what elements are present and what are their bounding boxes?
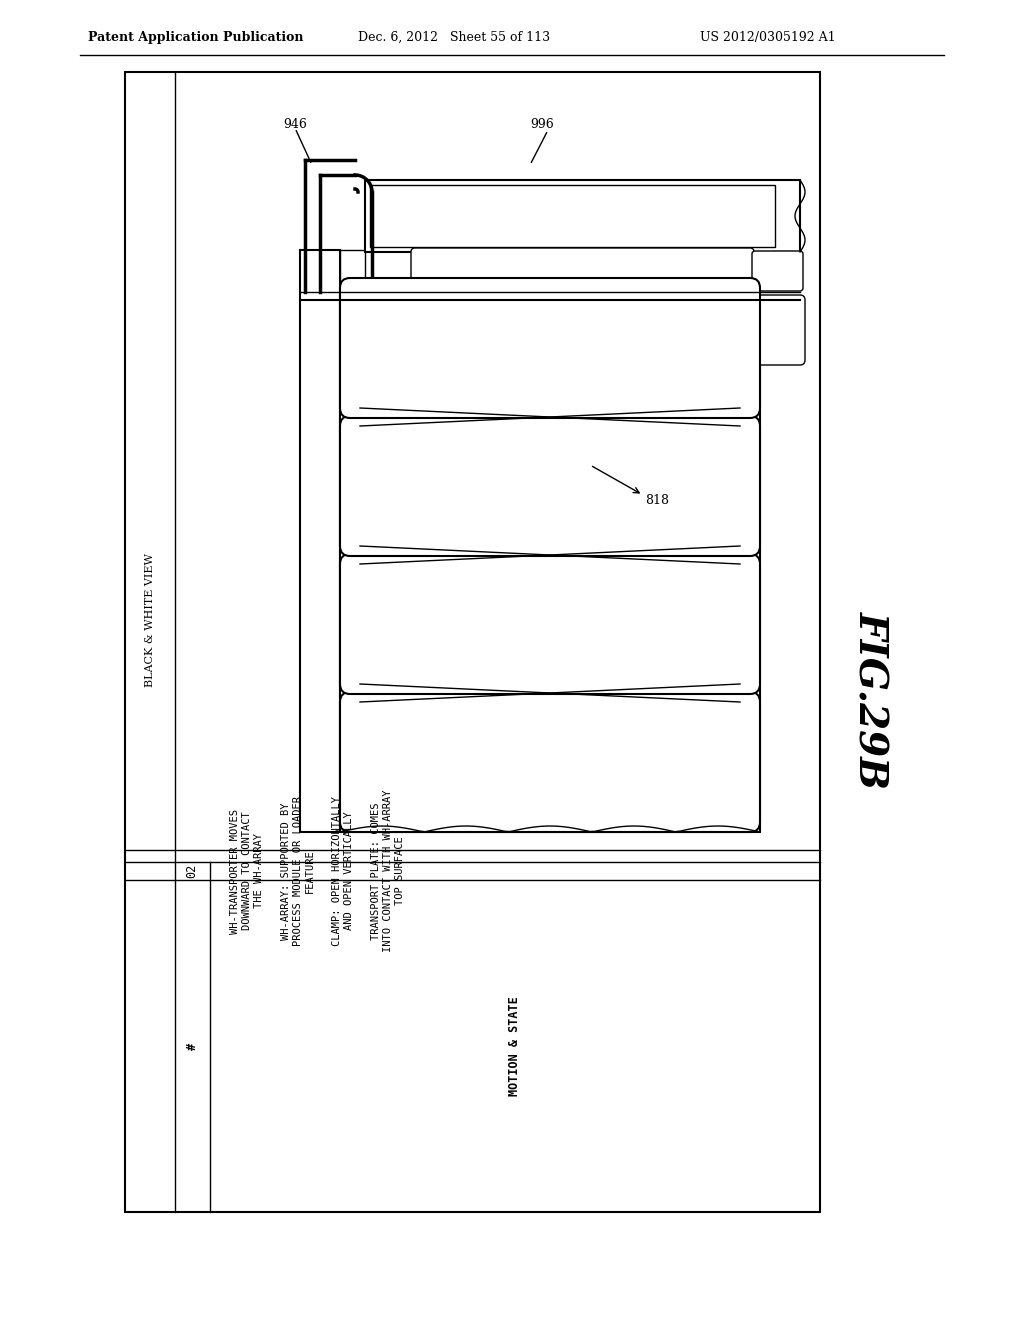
Text: Patent Application Publication: Patent Application Publication	[88, 30, 303, 44]
FancyBboxPatch shape	[752, 251, 803, 290]
Text: DOWNWARD TO CONTACT: DOWNWARD TO CONTACT	[242, 812, 252, 931]
Text: THE WH-ARRAY: THE WH-ARRAY	[254, 833, 264, 908]
Bar	[340, 300, 760, 832]
Bar	[365, 180, 800, 252]
Text: 818: 818	[645, 494, 669, 507]
FancyBboxPatch shape	[340, 554, 760, 694]
Text: TOP SURFACE: TOP SURFACE	[395, 837, 406, 906]
Text: FEATURE: FEATURE	[305, 849, 315, 892]
Text: WH-TRANSPORTER MOVES: WH-TRANSPORTER MOVES	[230, 808, 240, 933]
FancyBboxPatch shape	[340, 279, 760, 418]
Text: PROCESS MODULE OR LOADER: PROCESS MODULE OR LOADER	[293, 796, 303, 946]
Text: 946: 946	[283, 119, 307, 132]
Text: FIG.29B: FIG.29B	[851, 611, 889, 789]
Text: INTO CONTACT WITH WH-ARRAY: INTO CONTACT WITH WH-ARRAY	[383, 789, 393, 952]
Text: #: #	[185, 1043, 199, 1049]
FancyBboxPatch shape	[755, 294, 805, 366]
Text: CLAMP: OPEN HORIZONTALLY: CLAMP: OPEN HORIZONTALLY	[332, 796, 342, 946]
Text: AND OPEN VERTICALLY: AND OPEN VERTICALLY	[344, 812, 354, 931]
FancyBboxPatch shape	[411, 248, 754, 294]
Text: Dec. 6, 2012   Sheet 55 of 113: Dec. 6, 2012 Sheet 55 of 113	[358, 30, 550, 44]
FancyBboxPatch shape	[340, 692, 760, 832]
Text: MOTION & STATE: MOTION & STATE	[509, 997, 521, 1096]
Text: TRANSPORT PLATE: COMES: TRANSPORT PLATE: COMES	[371, 803, 381, 940]
Text: BLACK & WHITE VIEW: BLACK & WHITE VIEW	[145, 553, 155, 686]
Bar	[125, 73, 820, 1212]
Bar	[300, 249, 340, 832]
Bar	[370, 185, 775, 247]
Text: 02: 02	[185, 863, 199, 878]
Text: US 2012/0305192 A1: US 2012/0305192 A1	[700, 30, 836, 44]
Text: 996: 996	[530, 119, 554, 132]
FancyBboxPatch shape	[340, 416, 760, 556]
Text: WH-ARRAY: SUPPORTED BY: WH-ARRAY: SUPPORTED BY	[281, 803, 291, 940]
Bar	[340, 249, 365, 300]
